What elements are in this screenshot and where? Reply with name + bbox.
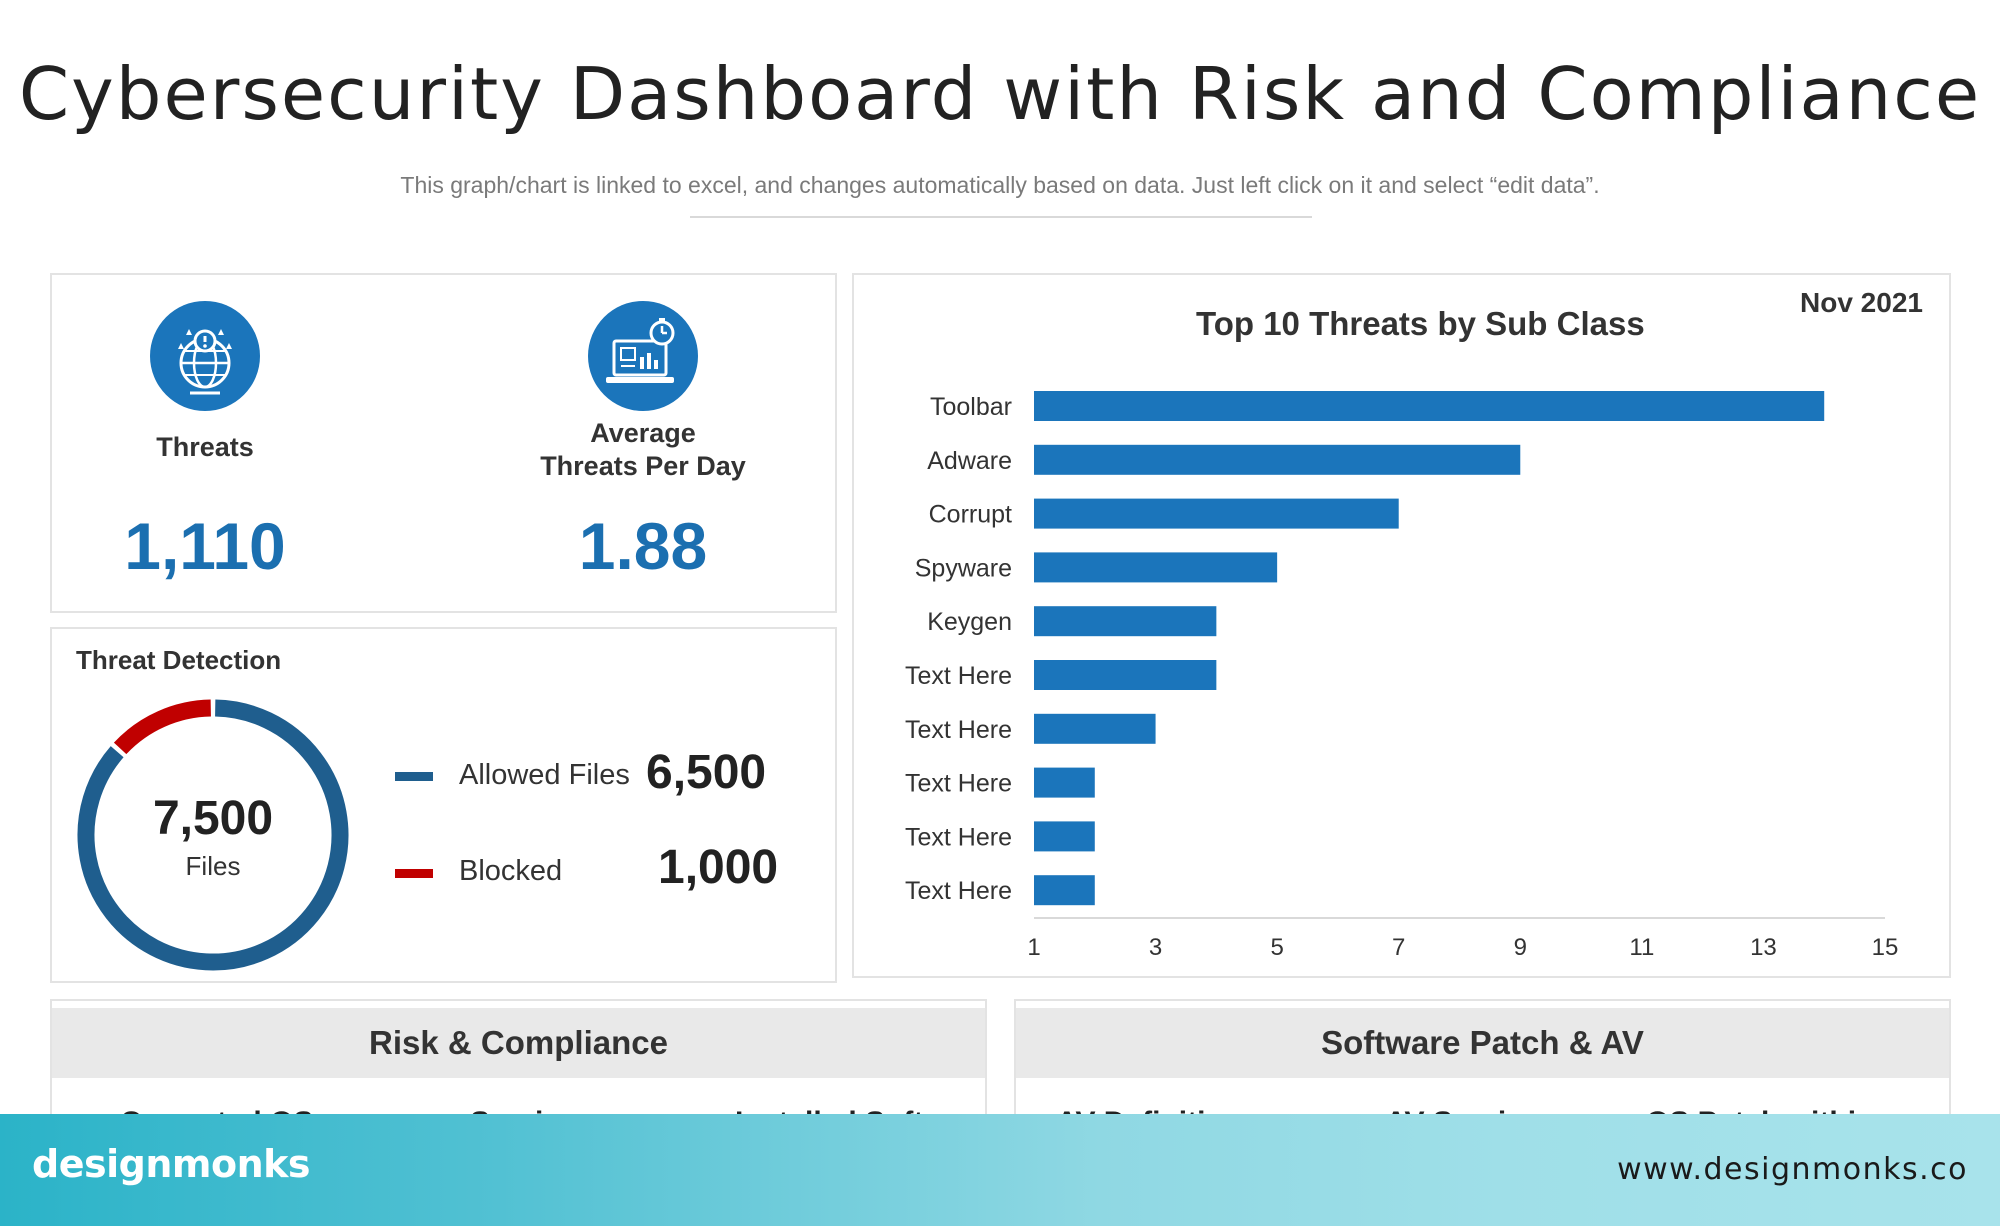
legend-value-blocked: 1,000 xyxy=(658,841,779,894)
x-tick-label-6: 13 xyxy=(1750,934,1777,961)
bar-1 xyxy=(1034,444,1521,475)
bar-3 xyxy=(1034,552,1278,583)
category-label-5: Text Here xyxy=(905,662,1012,690)
category-label-4: Keygen xyxy=(927,608,1012,636)
top-threats-bar-chart: Toolbar Adware Corrupt Spyware Keygen Text He… xyxy=(905,391,1899,961)
threat-detection-title: Threat Detection xyxy=(76,645,282,675)
avg-threats-value: 1.88 xyxy=(578,509,708,583)
avg-threats-label-line1: Average xyxy=(590,418,696,448)
x-tick-label-2: 5 xyxy=(1270,934,1283,961)
category-label-1: Adware xyxy=(927,447,1012,475)
bar-5 xyxy=(1034,660,1217,690)
bar-9 xyxy=(1034,875,1095,906)
category-label-9: Text Here xyxy=(905,877,1012,905)
category-label-7: Text Here xyxy=(905,770,1012,798)
bar-6 xyxy=(1034,713,1156,744)
avg-threats-label: Average Threats Per Day xyxy=(512,417,774,483)
donut-slice-allowed xyxy=(77,699,349,971)
x-tick-label-5: 11 xyxy=(1629,934,1654,961)
avg-threats-label-line2: Threats Per Day xyxy=(540,451,746,481)
bar-7 xyxy=(1034,767,1095,798)
threats-label: Threats xyxy=(156,432,254,462)
page-title: Cybersecurity Dashboard with Risk and Co… xyxy=(18,52,1982,136)
threat-detection-donut xyxy=(77,699,349,971)
donut-total-value: 7,500 xyxy=(152,792,274,845)
x-tick-label-3: 7 xyxy=(1392,934,1405,961)
category-label-3: Spyware xyxy=(915,554,1012,582)
threats-value: 1,110 xyxy=(124,509,286,583)
category-label-2: Corrupt xyxy=(929,501,1012,529)
donut-total-unit: Files xyxy=(185,851,241,881)
legend-label-allowed: Allowed Files xyxy=(459,759,630,791)
kpi-panel: Threats 1,110 Average Threats Per Day 1.… xyxy=(50,273,837,613)
legend-label-blocked: Blocked xyxy=(459,855,563,887)
legend-swatch-blocked xyxy=(395,869,433,878)
bar-0 xyxy=(1034,391,1825,421)
legend-swatch-allowed xyxy=(395,772,433,781)
threat-detection-panel: Threat Detection 7,500 Files Allowed Fil… xyxy=(50,627,837,983)
donut-slice-blocked xyxy=(113,699,212,755)
bar-8 xyxy=(1034,821,1095,852)
chart-title: Top 10 Threats by Sub Class xyxy=(1196,305,1645,342)
globe-alert-icon xyxy=(150,301,260,411)
category-label-6: Text Here xyxy=(905,716,1012,744)
legend-value-allowed: 6,500 xyxy=(646,746,767,799)
page-subtitle: This graph/chart is linked to excel, and… xyxy=(400,172,1600,198)
laptop-timer-icon xyxy=(588,301,698,411)
category-label-8: Text Here xyxy=(905,823,1012,851)
website-link[interactable]: www.designmonks.co xyxy=(1617,1152,1968,1187)
risk-compliance-title: Risk & Compliance xyxy=(52,1008,985,1078)
title-divider xyxy=(690,216,1312,218)
software-patch-title: Software Patch & AV xyxy=(1016,1008,1949,1078)
x-tick-label-7: 15 xyxy=(1872,934,1899,961)
brand-logo[interactable]: designmonks xyxy=(32,1142,311,1186)
top-threats-panel: Top 10 Threats by Sub Class Nov 2021 Too… xyxy=(852,273,1951,978)
category-label-0: Toolbar xyxy=(930,393,1012,421)
x-tick-label-0: 1 xyxy=(1027,934,1040,961)
footer-banner: designmonks www.designmonks.co xyxy=(0,1114,2000,1226)
x-tick-label-1: 3 xyxy=(1149,934,1162,961)
bar-4 xyxy=(1034,606,1217,637)
bar-2 xyxy=(1034,498,1399,529)
chart-date: Nov 2021 xyxy=(1800,287,1923,318)
x-tick-label-4: 9 xyxy=(1514,934,1527,961)
